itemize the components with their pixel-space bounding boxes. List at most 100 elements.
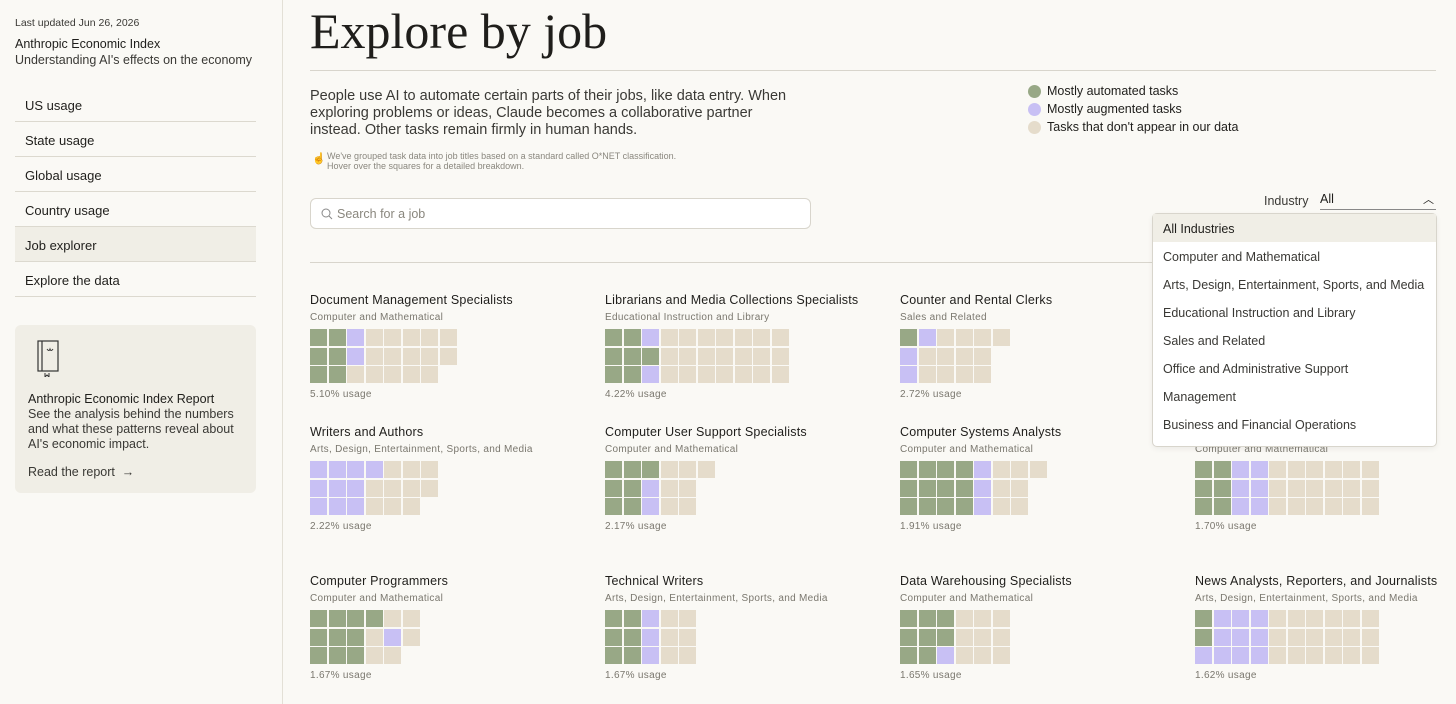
task-square[interactable]	[1361, 479, 1379, 497]
task-square[interactable]	[660, 628, 678, 646]
task-square[interactable]	[900, 647, 917, 664]
task-square[interactable]	[1011, 461, 1028, 478]
task-square[interactable]	[402, 628, 420, 646]
task-square[interactable]	[918, 461, 936, 478]
task-square[interactable]	[642, 366, 659, 383]
task-square[interactable]	[900, 479, 917, 497]
task-square[interactable]	[918, 347, 936, 365]
dropdown-option[interactable]: All Industries	[1153, 214, 1436, 242]
task-square[interactable]	[1232, 498, 1249, 515]
task-square[interactable]	[1343, 461, 1360, 478]
dropdown-option[interactable]: Management	[1163, 390, 1236, 404]
task-square[interactable]	[605, 366, 622, 383]
industry-value[interactable]: All	[1320, 192, 1334, 206]
task-square[interactable]	[328, 498, 346, 515]
dropdown-option[interactable]: Business and Financial Operations	[1163, 418, 1357, 432]
task-square[interactable]	[328, 479, 346, 497]
task-square[interactable]	[402, 610, 420, 627]
task-square[interactable]	[402, 366, 420, 383]
task-square[interactable]	[992, 479, 1010, 497]
task-square[interactable]	[1324, 628, 1342, 646]
task-square[interactable]	[623, 461, 641, 478]
task-square[interactable]	[623, 366, 641, 383]
task-square[interactable]	[1213, 498, 1231, 515]
task-square[interactable]	[679, 647, 696, 664]
task-square[interactable]	[1324, 461, 1342, 478]
task-square[interactable]	[1269, 647, 1286, 664]
report-link[interactable]: Read the report →	[28, 465, 135, 479]
task-square[interactable]	[679, 347, 696, 365]
task-square[interactable]	[918, 628, 936, 646]
task-square[interactable]	[1250, 479, 1268, 497]
task-square[interactable]	[310, 461, 327, 478]
task-square[interactable]	[955, 461, 973, 478]
task-square[interactable]	[402, 329, 420, 346]
task-square[interactable]	[642, 329, 659, 346]
task-square[interactable]	[900, 628, 917, 646]
task-square[interactable]	[347, 498, 364, 515]
task-square[interactable]	[716, 347, 733, 365]
task-square[interactable]	[1324, 647, 1342, 664]
task-square[interactable]	[937, 461, 954, 478]
job-card[interactable]: Data Warehousing Specialists Computer and…	[900, 556, 1190, 681]
task-square[interactable]	[1232, 610, 1249, 627]
job-card[interactable]: Counter and Rental Clerks Sales and Relat…	[900, 275, 1190, 400]
task-square[interactable]	[421, 366, 438, 383]
task-square[interactable]	[642, 479, 659, 497]
task-square[interactable]	[623, 329, 641, 346]
job-card[interactable]: Document Management Specialists Computer …	[310, 275, 600, 400]
task-square[interactable]	[310, 366, 327, 383]
task-square[interactable]	[992, 610, 1010, 627]
task-square[interactable]	[328, 366, 346, 383]
nav-item[interactable]: Job explorer	[15, 227, 256, 262]
task-square[interactable]	[1269, 498, 1286, 515]
task-square[interactable]	[347, 461, 364, 478]
job-card[interactable]: Computer Systems Analysts Computer and Ma…	[900, 407, 1190, 532]
task-square[interactable]	[771, 329, 789, 346]
task-square[interactable]	[328, 347, 346, 365]
dropdown-option[interactable]: Computer and Mathematical	[1163, 250, 1321, 264]
task-square[interactable]	[1195, 610, 1212, 627]
task-square[interactable]	[1011, 498, 1028, 515]
task-square[interactable]	[697, 366, 715, 383]
task-square[interactable]	[955, 498, 973, 515]
task-square[interactable]	[642, 610, 659, 627]
task-square[interactable]	[679, 366, 696, 383]
task-square[interactable]	[974, 329, 991, 346]
task-square[interactable]	[1306, 461, 1323, 478]
task-square[interactable]	[955, 610, 973, 627]
task-square[interactable]	[623, 347, 641, 365]
report-link-text[interactable]: Read the report	[28, 465, 115, 479]
task-square[interactable]	[992, 498, 1010, 515]
job-card[interactable]: Technical Writers Arts, Design, Entertain…	[605, 556, 895, 681]
task-square[interactable]	[605, 498, 622, 515]
task-square[interactable]	[1250, 461, 1268, 478]
task-square[interactable]	[900, 329, 917, 346]
task-square[interactable]	[310, 628, 327, 646]
task-square[interactable]	[402, 479, 420, 497]
task-square[interactable]	[365, 329, 383, 346]
task-square[interactable]	[384, 329, 401, 346]
task-square[interactable]	[365, 366, 383, 383]
task-square[interactable]	[937, 347, 954, 365]
task-square[interactable]	[605, 479, 622, 497]
task-square[interactable]	[734, 366, 752, 383]
task-square[interactable]	[660, 647, 678, 664]
task-square[interactable]	[1195, 647, 1212, 664]
job-card[interactable]: News Analysts, Reporters, and Journalist…	[1195, 556, 1456, 681]
task-square[interactable]	[310, 498, 327, 515]
task-square[interactable]	[660, 329, 678, 346]
task-square[interactable]	[937, 498, 954, 515]
task-square[interactable]	[660, 461, 678, 478]
task-square[interactable]	[623, 498, 641, 515]
task-square[interactable]	[974, 366, 991, 383]
task-square[interactable]	[1324, 610, 1342, 627]
task-square[interactable]	[697, 461, 715, 478]
task-square[interactable]	[974, 498, 991, 515]
task-square[interactable]	[900, 498, 917, 515]
task-square[interactable]	[918, 647, 936, 664]
task-square[interactable]	[1195, 479, 1212, 497]
task-square[interactable]	[1306, 628, 1323, 646]
task-square[interactable]	[1287, 628, 1305, 646]
task-square[interactable]	[937, 628, 954, 646]
